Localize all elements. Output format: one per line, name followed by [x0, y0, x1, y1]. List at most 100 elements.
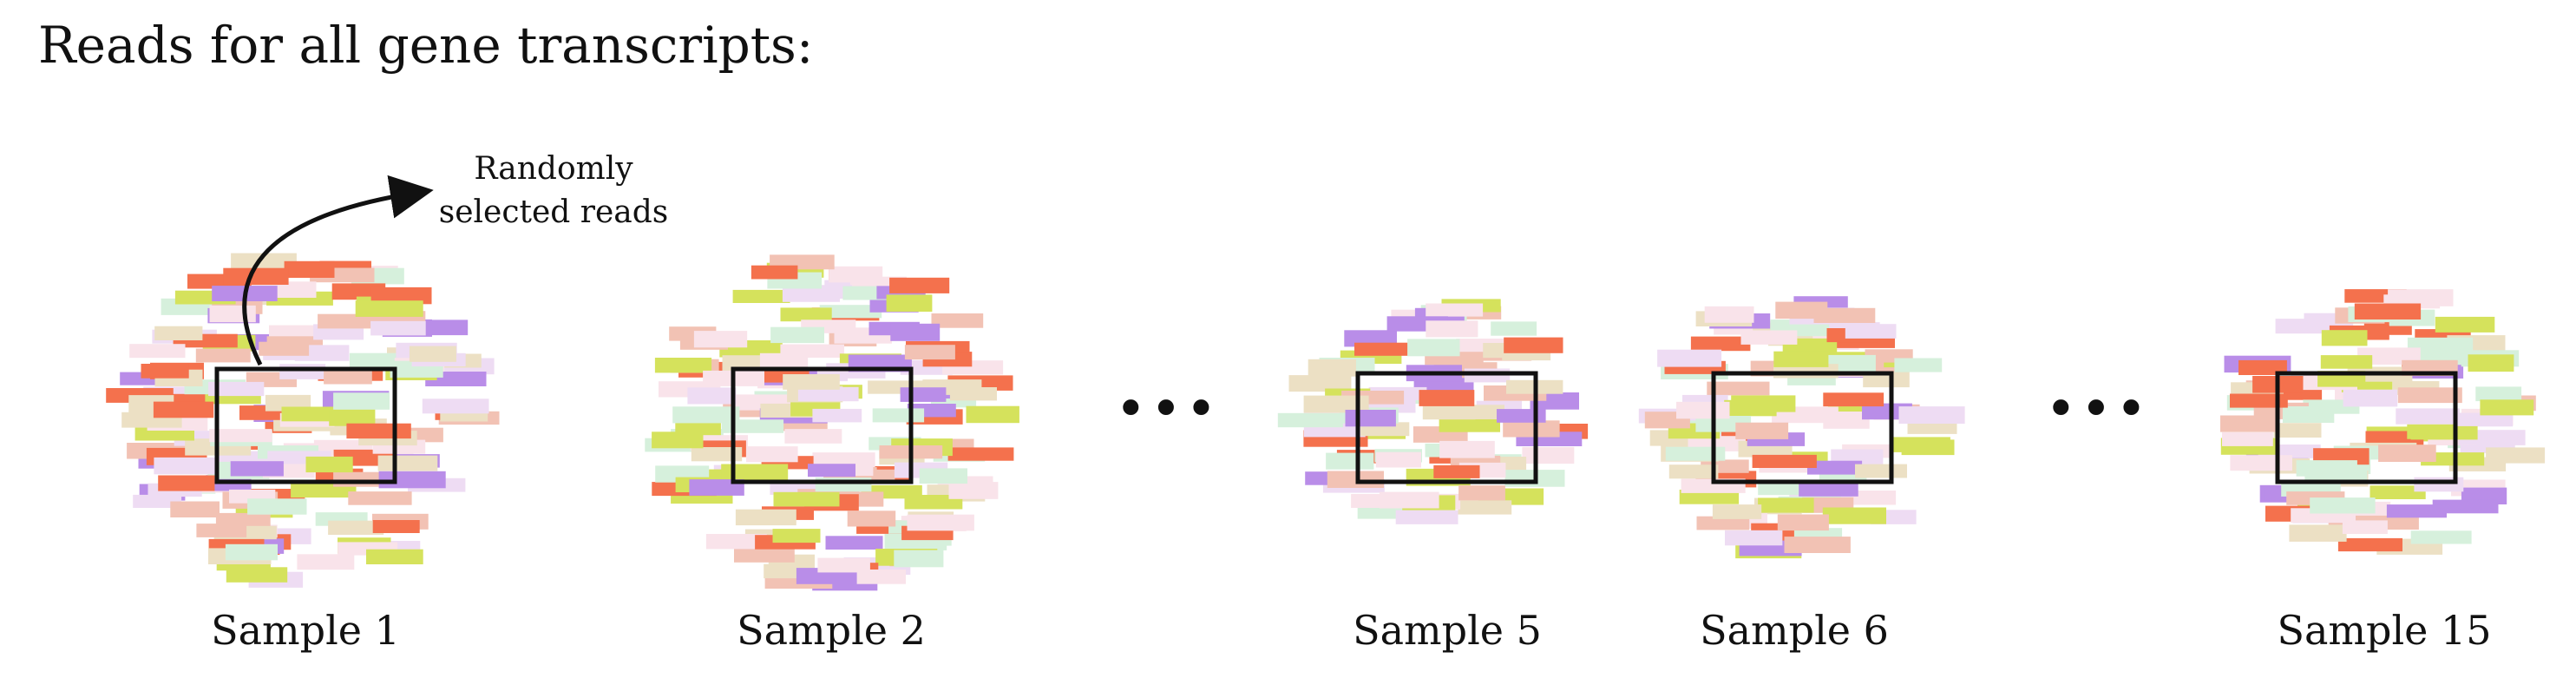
read-purple [890, 323, 941, 341]
read-blush [784, 429, 842, 444]
read-pink [2378, 445, 2436, 462]
read-purple [1345, 410, 1396, 427]
read-lavender [2343, 389, 2398, 407]
read-lime [355, 300, 423, 317]
read-purple [900, 387, 947, 402]
read-red [346, 423, 411, 439]
read-lavender [2452, 412, 2514, 427]
read-lime [2320, 355, 2373, 369]
read-mint [1277, 412, 1343, 428]
read-purple [1799, 480, 1858, 497]
read-red [141, 364, 189, 379]
read-red [158, 475, 215, 491]
selection-box-4 [1711, 371, 1894, 484]
read-lime [1731, 395, 1796, 412]
read-beige [2273, 423, 2322, 438]
read-lime [732, 289, 790, 303]
read-lavender [1725, 530, 1783, 546]
read-beige [1303, 395, 1369, 413]
read-pink [734, 545, 795, 563]
read-lime [366, 549, 423, 564]
read-mint [2475, 386, 2522, 402]
read-blush [746, 446, 798, 463]
read-beige [328, 520, 384, 535]
read-pink [904, 345, 955, 360]
selection-box-1 [214, 366, 397, 484]
read-mint [770, 326, 824, 344]
read-purple [230, 461, 284, 477]
read-lavender [422, 398, 489, 414]
read-mint [1407, 339, 1460, 357]
read-beige [154, 326, 203, 340]
selection-box-3 [1355, 371, 1538, 484]
read-blush [1426, 320, 1478, 338]
read-beige [2289, 524, 2347, 542]
read-pink [1777, 514, 1829, 531]
read-pink [348, 491, 412, 505]
read-red [153, 401, 214, 418]
read-blush [705, 534, 767, 550]
read-pink [318, 313, 383, 329]
read-pink [1735, 422, 1789, 439]
read-purple [1344, 330, 1397, 347]
read-beige [377, 455, 438, 471]
read-red [751, 265, 798, 280]
read-lime [780, 307, 832, 322]
read-cluster-2 [645, 254, 1019, 591]
read-lavender [1395, 510, 1458, 524]
read-lime [886, 294, 933, 312]
read-lime [329, 409, 376, 426]
read-lime [226, 567, 288, 583]
read-pink [1327, 471, 1384, 488]
read-mint [247, 498, 307, 515]
read-red [223, 267, 289, 285]
read-blush [856, 570, 906, 584]
read-blush [1676, 401, 1730, 419]
read-lime [721, 464, 789, 480]
read-lime [773, 491, 840, 507]
read-beige [949, 387, 997, 401]
read-red [2337, 537, 2402, 552]
read-beige [409, 346, 456, 362]
read-mint [2407, 337, 2474, 352]
read-red [1690, 336, 1751, 352]
read-pink [1813, 307, 1876, 323]
read-beige [231, 253, 297, 270]
read-beige [735, 509, 796, 526]
read-purple [808, 464, 855, 478]
read-blush [1522, 446, 1575, 464]
read-blush [1740, 330, 1798, 345]
read-lime [2410, 425, 2478, 440]
read-beige [1288, 375, 1352, 392]
read-blush [209, 429, 272, 443]
read-pink [1458, 485, 1505, 501]
read-pink [196, 524, 247, 537]
read-lime [2480, 399, 2534, 416]
annotation-line-2: selected reads [438, 194, 669, 230]
read-mint [819, 305, 882, 319]
read-lavender [782, 287, 840, 302]
read-purple [1807, 460, 1863, 475]
read-red [1354, 342, 1409, 356]
read-blush [1704, 306, 1754, 323]
read-lime [1773, 351, 1829, 367]
read-cluster-1 [106, 253, 500, 588]
read-blush [1375, 451, 1421, 468]
read-pink [2220, 415, 2278, 432]
ellipsis-2: ••• [2045, 377, 2151, 440]
sample-label-2: Sample 2 [737, 607, 926, 654]
read-blush [209, 305, 256, 323]
read-pink [170, 501, 220, 517]
read-purple [1413, 378, 1474, 393]
read-beige [1308, 359, 1356, 377]
read-blush [1846, 491, 1897, 505]
read-mint [2282, 406, 2335, 423]
read-mint [2410, 530, 2472, 544]
read-red [2354, 303, 2422, 319]
read-lavender [1845, 324, 1897, 339]
read-blush [907, 514, 974, 531]
read-beige [2486, 447, 2546, 464]
read-red [284, 260, 335, 278]
read-blush [297, 554, 355, 570]
figure-title: Reads for all gene transcripts: [38, 16, 814, 75]
